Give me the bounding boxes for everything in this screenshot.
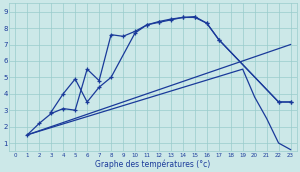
X-axis label: Graphe des températures (°c): Graphe des températures (°c)	[95, 159, 211, 169]
